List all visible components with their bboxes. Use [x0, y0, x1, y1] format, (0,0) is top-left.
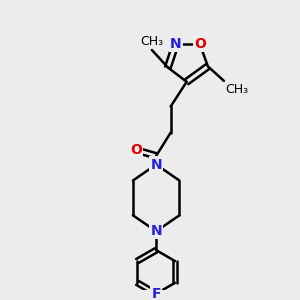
Text: CH₃: CH₃	[225, 83, 248, 96]
Text: CH₃: CH₃	[140, 35, 164, 48]
Text: O: O	[130, 143, 142, 157]
Text: N: N	[150, 224, 162, 238]
Text: F: F	[152, 287, 161, 300]
Text: N: N	[150, 158, 162, 172]
Text: O: O	[194, 37, 206, 51]
Text: N: N	[170, 37, 182, 51]
